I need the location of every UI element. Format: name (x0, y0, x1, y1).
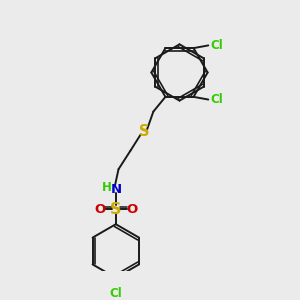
Text: Cl: Cl (110, 287, 122, 300)
Text: N: N (110, 183, 122, 196)
Text: S: S (110, 202, 122, 217)
Text: Cl: Cl (211, 39, 223, 52)
Text: O: O (126, 203, 137, 216)
Text: Cl: Cl (211, 93, 223, 106)
Text: S: S (139, 124, 149, 139)
Text: H: H (102, 181, 112, 194)
Text: O: O (94, 203, 105, 216)
